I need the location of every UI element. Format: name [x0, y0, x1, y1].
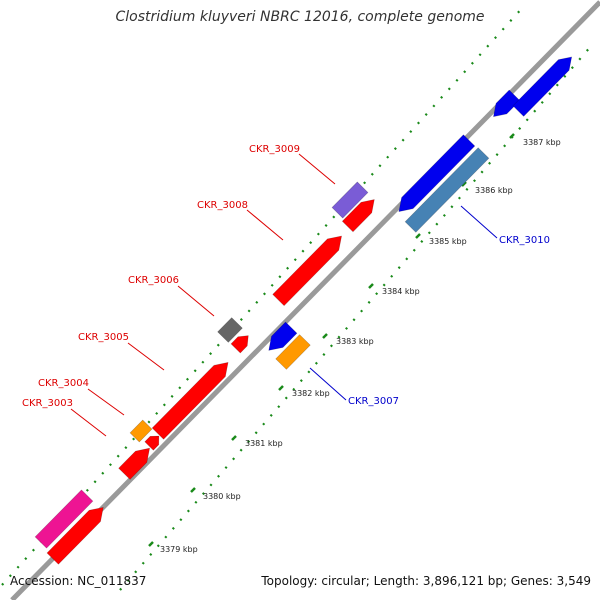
accession-text: Accession: NC_011837: [10, 574, 147, 588]
gene-feature-CKR_3005: [151, 362, 229, 440]
gene-feature-CKR_3004: [129, 419, 153, 443]
tick-label: 3386 kbp: [475, 186, 513, 195]
gene-feature-CKR_3006: [217, 317, 243, 343]
tick-mark: [322, 333, 328, 339]
tick-label: 3381 kbp: [245, 439, 283, 448]
tick-mark: [415, 233, 421, 239]
gene-feature-red-small: [144, 435, 160, 451]
tick-mark: [231, 435, 237, 441]
tick-mark: [461, 181, 467, 187]
gene-label-CKR_3007: CKR_3007: [348, 396, 399, 407]
gene-label-CKR_3006: CKR_3006: [128, 275, 179, 286]
gene-feature-CKR_3007: [275, 334, 311, 370]
tick-mark: [509, 133, 515, 139]
leader-line: [460, 205, 498, 239]
tick-mark: [190, 487, 196, 493]
tick-label: 3379 kbp: [160, 545, 198, 554]
gene-feature-blue-4: [512, 56, 573, 117]
gene-label-CKR_3005: CKR_3005: [78, 332, 129, 343]
gene-feature-pink: [34, 489, 94, 549]
tick-mark: [278, 385, 284, 391]
lower-dotted-line: [119, 44, 593, 591]
leader-line: [70, 408, 107, 437]
leader-line: [87, 388, 125, 416]
gene-feature-red: [118, 447, 151, 480]
tick-marks: 3379 kbp 3380 kbp 3381 kbp 3382 kbp 3383 kbp…: [148, 133, 561, 554]
gene-label-CKR_3003: CKR_3003: [22, 398, 73, 409]
tick-mark: [368, 283, 374, 289]
gene-labels: CKR_3003 CKR_3004 CKR_3005 CKR_3006 CKR_3007…: [22, 144, 550, 437]
leader-line: [127, 342, 165, 371]
tick-label: 3384 kbp: [382, 287, 420, 296]
gene-feature-CKR_3003: [46, 506, 104, 565]
leader-line: [246, 209, 284, 241]
gene-feature-blue-3: [493, 89, 521, 118]
tick-label: 3380 kbp: [203, 492, 241, 501]
tick-label: 3382 kbp: [292, 389, 330, 398]
gene-feature-red-small-2: [230, 335, 249, 354]
tick-label: 3383 kbp: [336, 337, 374, 346]
gene-feature-CKR_3008: [272, 235, 342, 307]
gene-feature-CKR_3010: [404, 147, 490, 233]
gene-feature-blue-2: [398, 134, 476, 212]
leader-line: [177, 285, 215, 317]
gene-features: [34, 56, 573, 565]
tick-label: 3387 kbp: [523, 138, 561, 147]
topology-text: Topology: circular; Length: 3,896,121 bp…: [261, 574, 591, 588]
gene-label-CKR_3010: CKR_3010: [499, 235, 550, 246]
gene-label-CKR_3009: CKR_3009: [249, 144, 300, 155]
leader-line: [309, 367, 347, 401]
gene-feature-red-3: [341, 199, 375, 233]
leader-line: [298, 153, 336, 185]
gene-feature-blue: [268, 321, 298, 351]
tick-label: 3385 kbp: [429, 237, 467, 246]
gene-feature-CKR_3009: [331, 181, 369, 219]
gene-label-CKR_3008: CKR_3008: [197, 200, 248, 211]
map-title: Clostridium kluyveri NBRC 12016, complet…: [115, 9, 485, 25]
tick-mark: [148, 541, 154, 547]
gene-label-CKR_3004: CKR_3004: [38, 378, 89, 389]
